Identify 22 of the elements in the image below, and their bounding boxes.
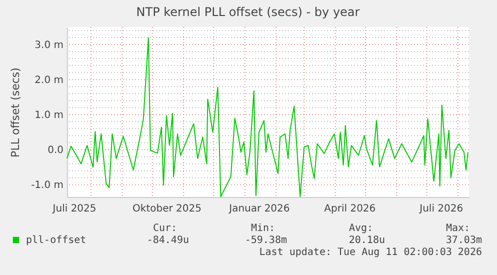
x-tick-label: Oktober 2025 xyxy=(132,204,202,214)
text: Avg: xyxy=(348,223,374,234)
y-axis-title: PLL offset (secs) xyxy=(9,68,22,158)
y-tick-label: 0.0 xyxy=(48,145,64,156)
x-tick-label: Juli 2026 xyxy=(418,204,464,214)
legend-label: pll-offset xyxy=(26,235,86,246)
y-tick-label: 3.0 m xyxy=(34,40,64,52)
text: Max: xyxy=(446,223,470,234)
text: -84.49u xyxy=(146,235,189,246)
text: Min: xyxy=(250,223,276,234)
chart-title: NTP kernel PLL offset (secs) - by year xyxy=(136,5,360,19)
text: Cur: xyxy=(152,223,178,234)
x-tick-label: Januar 2026 xyxy=(228,204,290,214)
text: Last update: Tue Aug 11 02:00:03 2026 xyxy=(259,247,482,258)
x-tick-label: Juli 2025 xyxy=(52,204,96,214)
text: -59.38m xyxy=(244,235,287,246)
y-tick-label: -1.0 m xyxy=(31,180,64,192)
y-tick-label: 1.0 m xyxy=(34,110,64,122)
y-tick-label: 2.0 m xyxy=(34,75,64,86)
x-tick-label: April 2026 xyxy=(324,204,376,214)
text: 37.03m xyxy=(446,235,482,246)
text: 20.18u xyxy=(348,235,385,246)
